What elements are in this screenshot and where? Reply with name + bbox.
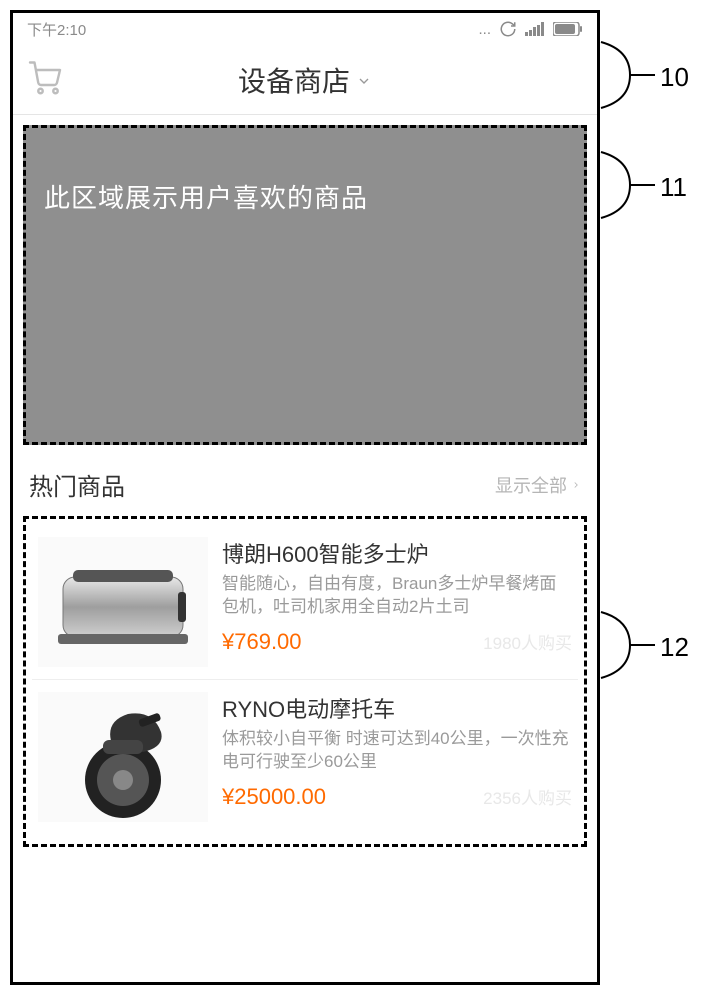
cart-icon[interactable] bbox=[27, 59, 63, 100]
featured-wrap: 此区域展示用户喜欢的商品 bbox=[13, 115, 597, 445]
status-bar: 下午2:10 ... bbox=[13, 13, 597, 45]
chevron-right-icon bbox=[571, 478, 581, 492]
product-thumb bbox=[38, 537, 208, 667]
more-icon: ... bbox=[478, 21, 491, 38]
product-info: 博朗H600智能多士炉 智能随心，自由有度，Braun多士炉早餐烤面包机，吐司机… bbox=[222, 537, 572, 667]
signal-icon bbox=[525, 22, 545, 36]
product-name: 博朗H600智能多士炉 bbox=[222, 537, 572, 569]
show-all-button[interactable]: 显示全部 bbox=[495, 472, 581, 498]
status-right: ... bbox=[478, 20, 583, 38]
section-header: 热门商品 显示全部 bbox=[13, 445, 597, 516]
page-title: 设备商店 bbox=[238, 60, 350, 100]
section-title: 热门商品 bbox=[29, 467, 125, 502]
product-info: RYNO电动摩托车 体积较小自平衡 时速可达到40公里，一次性充电可行驶至少60… bbox=[222, 692, 572, 822]
callout-11: 11 bbox=[660, 172, 687, 203]
product-item[interactable]: 博朗H600智能多士炉 智能随心，自由有度，Braun多士炉早餐烤面包机，吐司机… bbox=[32, 525, 578, 680]
phone-frame: 下午2:10 ... 设备商店 此区域展示用户喜欢的商品 bbox=[10, 10, 600, 985]
refresh-icon bbox=[499, 20, 517, 38]
product-sold: 2356人购买 bbox=[483, 784, 572, 809]
product-thumb bbox=[38, 692, 208, 822]
product-sold: 1980人购买 bbox=[483, 629, 572, 654]
product-name: RYNO电动摩托车 bbox=[222, 692, 572, 724]
unicycle-icon bbox=[43, 692, 203, 822]
product-price: ¥769.00 bbox=[222, 629, 302, 655]
product-price: ¥25000.00 bbox=[222, 784, 326, 810]
chevron-down-icon bbox=[356, 64, 372, 96]
featured-banner[interactable]: 此区域展示用户喜欢的商品 bbox=[23, 125, 587, 445]
status-time: 下午2:10 bbox=[27, 19, 86, 40]
product-desc: 智能随心，自由有度，Braun多士炉早餐烤面包机，吐司机家用全自动2片土司 bbox=[222, 573, 572, 619]
product-bottom: ¥769.00 1980人购买 bbox=[222, 629, 572, 655]
product-list: 博朗H600智能多士炉 智能随心，自由有度，Braun多士炉早餐烤面包机，吐司机… bbox=[23, 516, 587, 847]
callout-10: 10 bbox=[660, 62, 689, 93]
toaster-icon bbox=[43, 542, 203, 662]
app-header: 设备商店 bbox=[13, 45, 597, 115]
featured-text: 此区域展示用户喜欢的商品 bbox=[44, 178, 368, 215]
product-bottom: ¥25000.00 2356人购买 bbox=[222, 784, 572, 810]
header-title-dropdown[interactable]: 设备商店 bbox=[238, 60, 372, 100]
callout-12: 12 bbox=[660, 632, 689, 663]
show-all-label: 显示全部 bbox=[495, 472, 567, 498]
product-desc: 体积较小自平衡 时速可达到40公里，一次性充电可行驶至少60公里 bbox=[222, 728, 572, 774]
battery-icon bbox=[553, 22, 583, 36]
product-item[interactable]: RYNO电动摩托车 体积较小自平衡 时速可达到40公里，一次性充电可行驶至少60… bbox=[32, 680, 578, 834]
